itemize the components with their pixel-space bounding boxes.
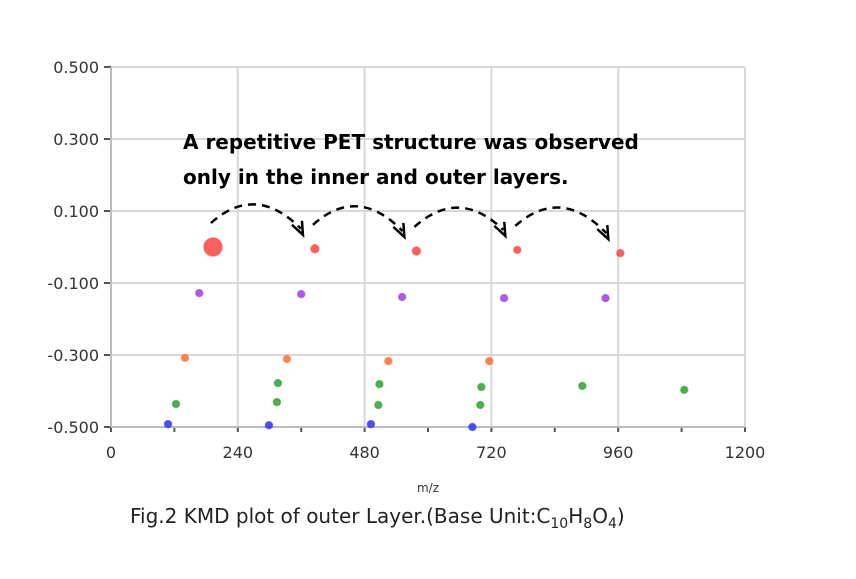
- data-point-orange: [282, 354, 292, 364]
- x-tick-label: 0: [106, 443, 116, 462]
- data-point-orange: [180, 353, 190, 363]
- annotation-line-2: only in the inner and outer layers.: [183, 165, 569, 189]
- repeat-arrows: [210, 203, 610, 243]
- arrowhead: [392, 222, 406, 240]
- y-tick-label: -0.500: [47, 418, 99, 437]
- caption-sub: 4: [608, 516, 617, 532]
- data-point-green: [374, 400, 383, 410]
- dashed-arrow: [413, 206, 505, 231]
- x-tick-label: 960: [603, 443, 634, 462]
- y-tick-label: -0.100: [47, 274, 99, 293]
- caption-sub: 10: [550, 516, 568, 532]
- x-tick-label: 720: [476, 443, 507, 462]
- data-point-orange: [485, 356, 494, 366]
- points: [163, 237, 689, 432]
- data-point-green: [272, 397, 282, 407]
- data-point-blue: [264, 420, 274, 430]
- caption-prefix: Fig.2 KMD plot of outer Layer.(Base Unit…: [130, 504, 550, 528]
- x-axis-label: m/z: [417, 481, 439, 495]
- dashed-arrow: [514, 206, 608, 234]
- annotation-line-1: A repetitive PET structure was observed: [183, 130, 639, 154]
- caption-suffix: ): [617, 504, 625, 528]
- dashed-arrow: [210, 203, 302, 230]
- data-point-blue: [163, 419, 173, 429]
- arrowhead: [291, 220, 305, 238]
- data-point-green: [578, 381, 587, 391]
- y-tick-label: 0.100: [53, 202, 99, 221]
- caption-sub: 8: [583, 516, 592, 532]
- dashed-arrow: [312, 204, 404, 232]
- data-point-green: [477, 382, 486, 392]
- data-point-green: [171, 399, 181, 409]
- caption-h: H: [568, 504, 583, 528]
- data-point-red: [203, 237, 223, 257]
- data-point-blue: [366, 419, 376, 429]
- x-tick-label: 240: [223, 443, 254, 462]
- y-tick-label: 0.500: [53, 58, 99, 77]
- data-point-purple: [499, 293, 509, 303]
- data-point-orange: [384, 356, 393, 366]
- data-point-purple: [194, 288, 204, 298]
- y-tick-label: 0.300: [53, 130, 99, 149]
- data-point-red: [616, 248, 625, 258]
- arrowhead: [493, 221, 507, 239]
- data-point-red: [310, 244, 320, 254]
- data-point-green: [679, 385, 689, 395]
- data-point-red: [411, 246, 422, 256]
- data-point-green: [375, 379, 384, 389]
- figure-caption: Fig.2 KMD plot of outer Layer.(Base Unit…: [130, 504, 625, 532]
- data-point-blue: [468, 422, 477, 432]
- x-tick-label: 1200: [725, 443, 766, 462]
- axes: 0.500 0.300 0.100 -0.100 -0.300 -0.500 0 240 480…: [47, 58, 765, 462]
- data-point-purple: [601, 293, 610, 303]
- y-tick-label: -0.300: [47, 346, 99, 365]
- data-point-green: [273, 378, 283, 388]
- arrowhead: [596, 225, 610, 243]
- data-point-green: [476, 400, 485, 410]
- caption-o: O: [592, 504, 608, 528]
- data-point-red: [513, 245, 522, 255]
- data-point-purple: [397, 292, 407, 302]
- x-tick-label: 480: [349, 443, 380, 462]
- data-point-purple: [296, 289, 306, 299]
